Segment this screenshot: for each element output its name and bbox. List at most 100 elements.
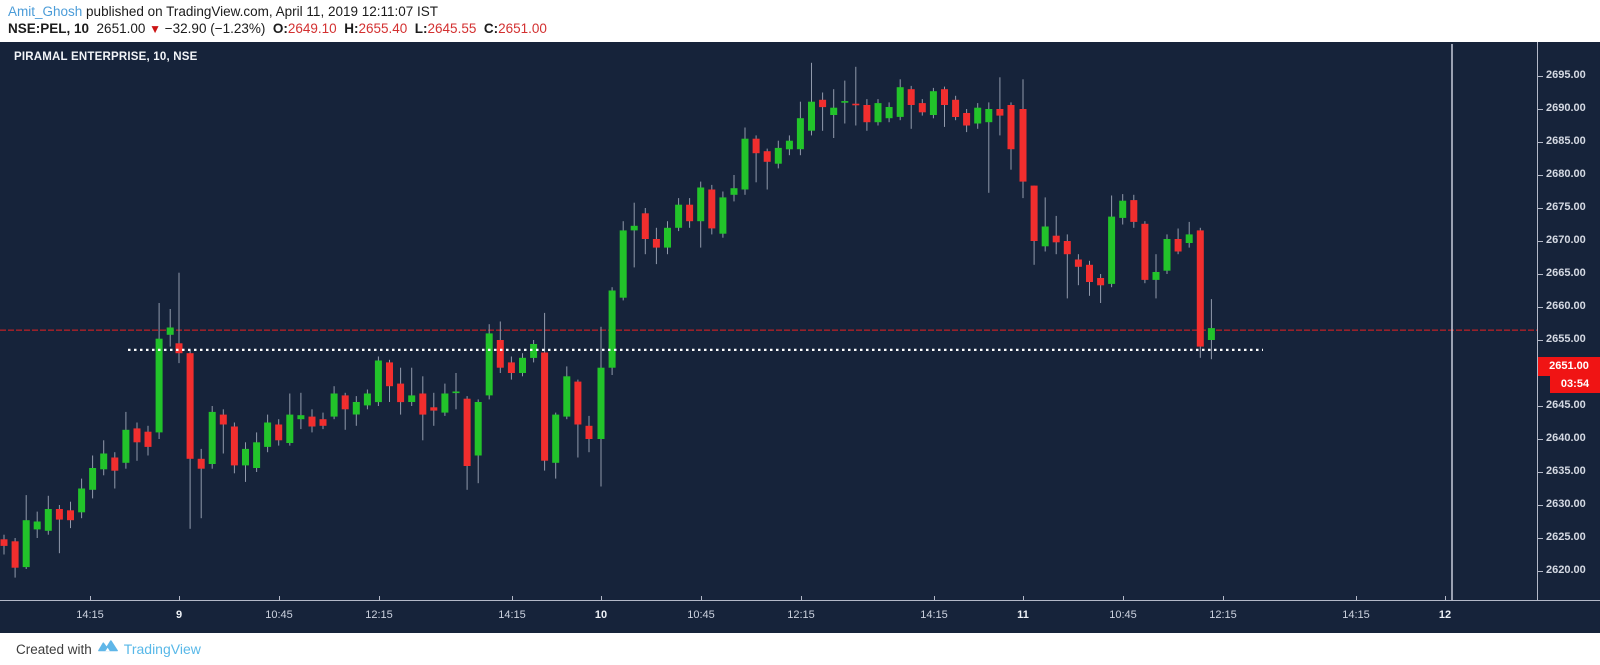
time-tick-mark [90,596,91,601]
candle-body [941,89,948,105]
candle-body [197,458,205,469]
candle-body [89,468,97,490]
candle-body [397,383,405,403]
high-label: H: [344,21,359,36]
low-value: 2645.55 [427,21,477,36]
time-label: 12:15 [1209,609,1237,621]
candle-body [408,395,416,402]
candle-body [1141,223,1149,280]
candle-wick [855,66,857,126]
publication-byline: Amit_Ghosh published on TradingView.com,… [8,4,438,19]
candle-body [985,109,993,123]
time-tick-mark [512,596,513,601]
time-tick-mark [279,596,280,601]
candle-body [763,151,771,162]
price-axis[interactable]: 2695.00 2690.00 2685.00 2680.00 2675.00 2670.… [1537,42,1600,600]
candle-body [630,225,638,231]
candle-body [0,539,8,546]
price-tick-label: 2630.00 [1546,498,1586,510]
candle-body [297,415,305,420]
candle-body [78,488,86,513]
time-tick-mark [1223,596,1224,601]
candle-body [519,357,526,373]
price-tick-mark [1538,438,1543,440]
candle-body [796,118,804,150]
candle-body [441,393,449,413]
price-tick-label: 2690.00 [1546,102,1586,114]
price-tick-mark [1538,174,1543,176]
price-tick-label: 2680.00 [1546,168,1586,180]
time-label: 14:15 [76,609,104,621]
price-tick-mark [1538,108,1543,110]
down-arrow-icon: ▼ [149,22,162,36]
tradingview-brand-link[interactable]: TradingView [123,641,201,657]
time-label-day: 9 [175,609,183,621]
candle-wick [411,367,413,406]
author-link[interactable]: Amit_Ghosh [8,4,83,19]
candle-body [463,398,471,466]
candle-body [1041,226,1049,247]
time-label: 14:15 [920,609,948,621]
candle-body [363,393,371,406]
symbol-status-line: NSE:PEL, 10 2651.00 ▼ −32.90 (−1.23%) O:… [8,21,547,36]
current-price-label: 2651.00 [1538,357,1600,377]
price-tick-mark [1538,306,1543,308]
candle-body [485,333,493,396]
time-tick-mark [1356,596,1357,601]
candle-body [675,204,683,228]
candle-body [574,381,582,425]
candle-body [1108,216,1116,284]
time-tick-mark [801,596,802,601]
candle-body [1152,272,1160,280]
candle-body [597,367,605,439]
candle-body [419,393,427,415]
candle-body [1196,230,1204,347]
candle-body [1007,105,1015,150]
candle-body [719,197,727,234]
candle-wick [755,135,757,183]
candle-wick [766,148,768,190]
candle-body [974,107,982,124]
candle-body [608,290,616,368]
candle-wick [178,272,180,364]
candle-body [474,402,482,456]
candle-body [1185,234,1193,243]
price-tick-label: 2675.00 [1546,201,1586,213]
candlestick-chart[interactable] [0,42,1537,600]
time-tick-mark [379,596,380,601]
price-tick-mark [1538,339,1543,341]
time-label: 14:15 [1342,609,1370,621]
candle-body [1063,241,1071,255]
candle-body [841,101,849,103]
candle-wick [811,62,812,136]
candle-wick [633,202,635,268]
candle-body [852,103,860,106]
price-tick-label: 2685.00 [1546,135,1586,147]
price-tick-label: 2620.00 [1546,564,1586,576]
candle-body [863,105,871,123]
price-tick-label: 2640.00 [1546,432,1586,444]
time-label: 14:15 [498,609,526,621]
candle-body [100,453,108,470]
candle-body [1119,200,1127,218]
candle-body [652,239,660,248]
candle-wick [1066,234,1068,299]
candle-body [785,140,793,150]
price-tick-label: 2625.00 [1546,531,1586,543]
candle-wick [58,505,60,554]
candle-wick [822,92,824,131]
candle-wick [1077,254,1079,286]
candle-body [352,402,360,415]
candle-body [907,89,915,105]
candle-body [697,187,705,222]
candle-body [585,425,593,439]
time-axis[interactable]: 14:15 9 10:45 12:15 14:15 10 10:45 12:15 14:15 11… [0,596,1600,634]
price-tick-label: 2665.00 [1546,267,1586,279]
candle-body [319,419,327,426]
close-label: C: [483,21,499,36]
close-value: 2651.00 [498,21,547,36]
candle-body [541,352,549,461]
price-tick-mark [1538,537,1543,539]
candle-body [133,428,141,443]
candle-body [1207,328,1215,340]
